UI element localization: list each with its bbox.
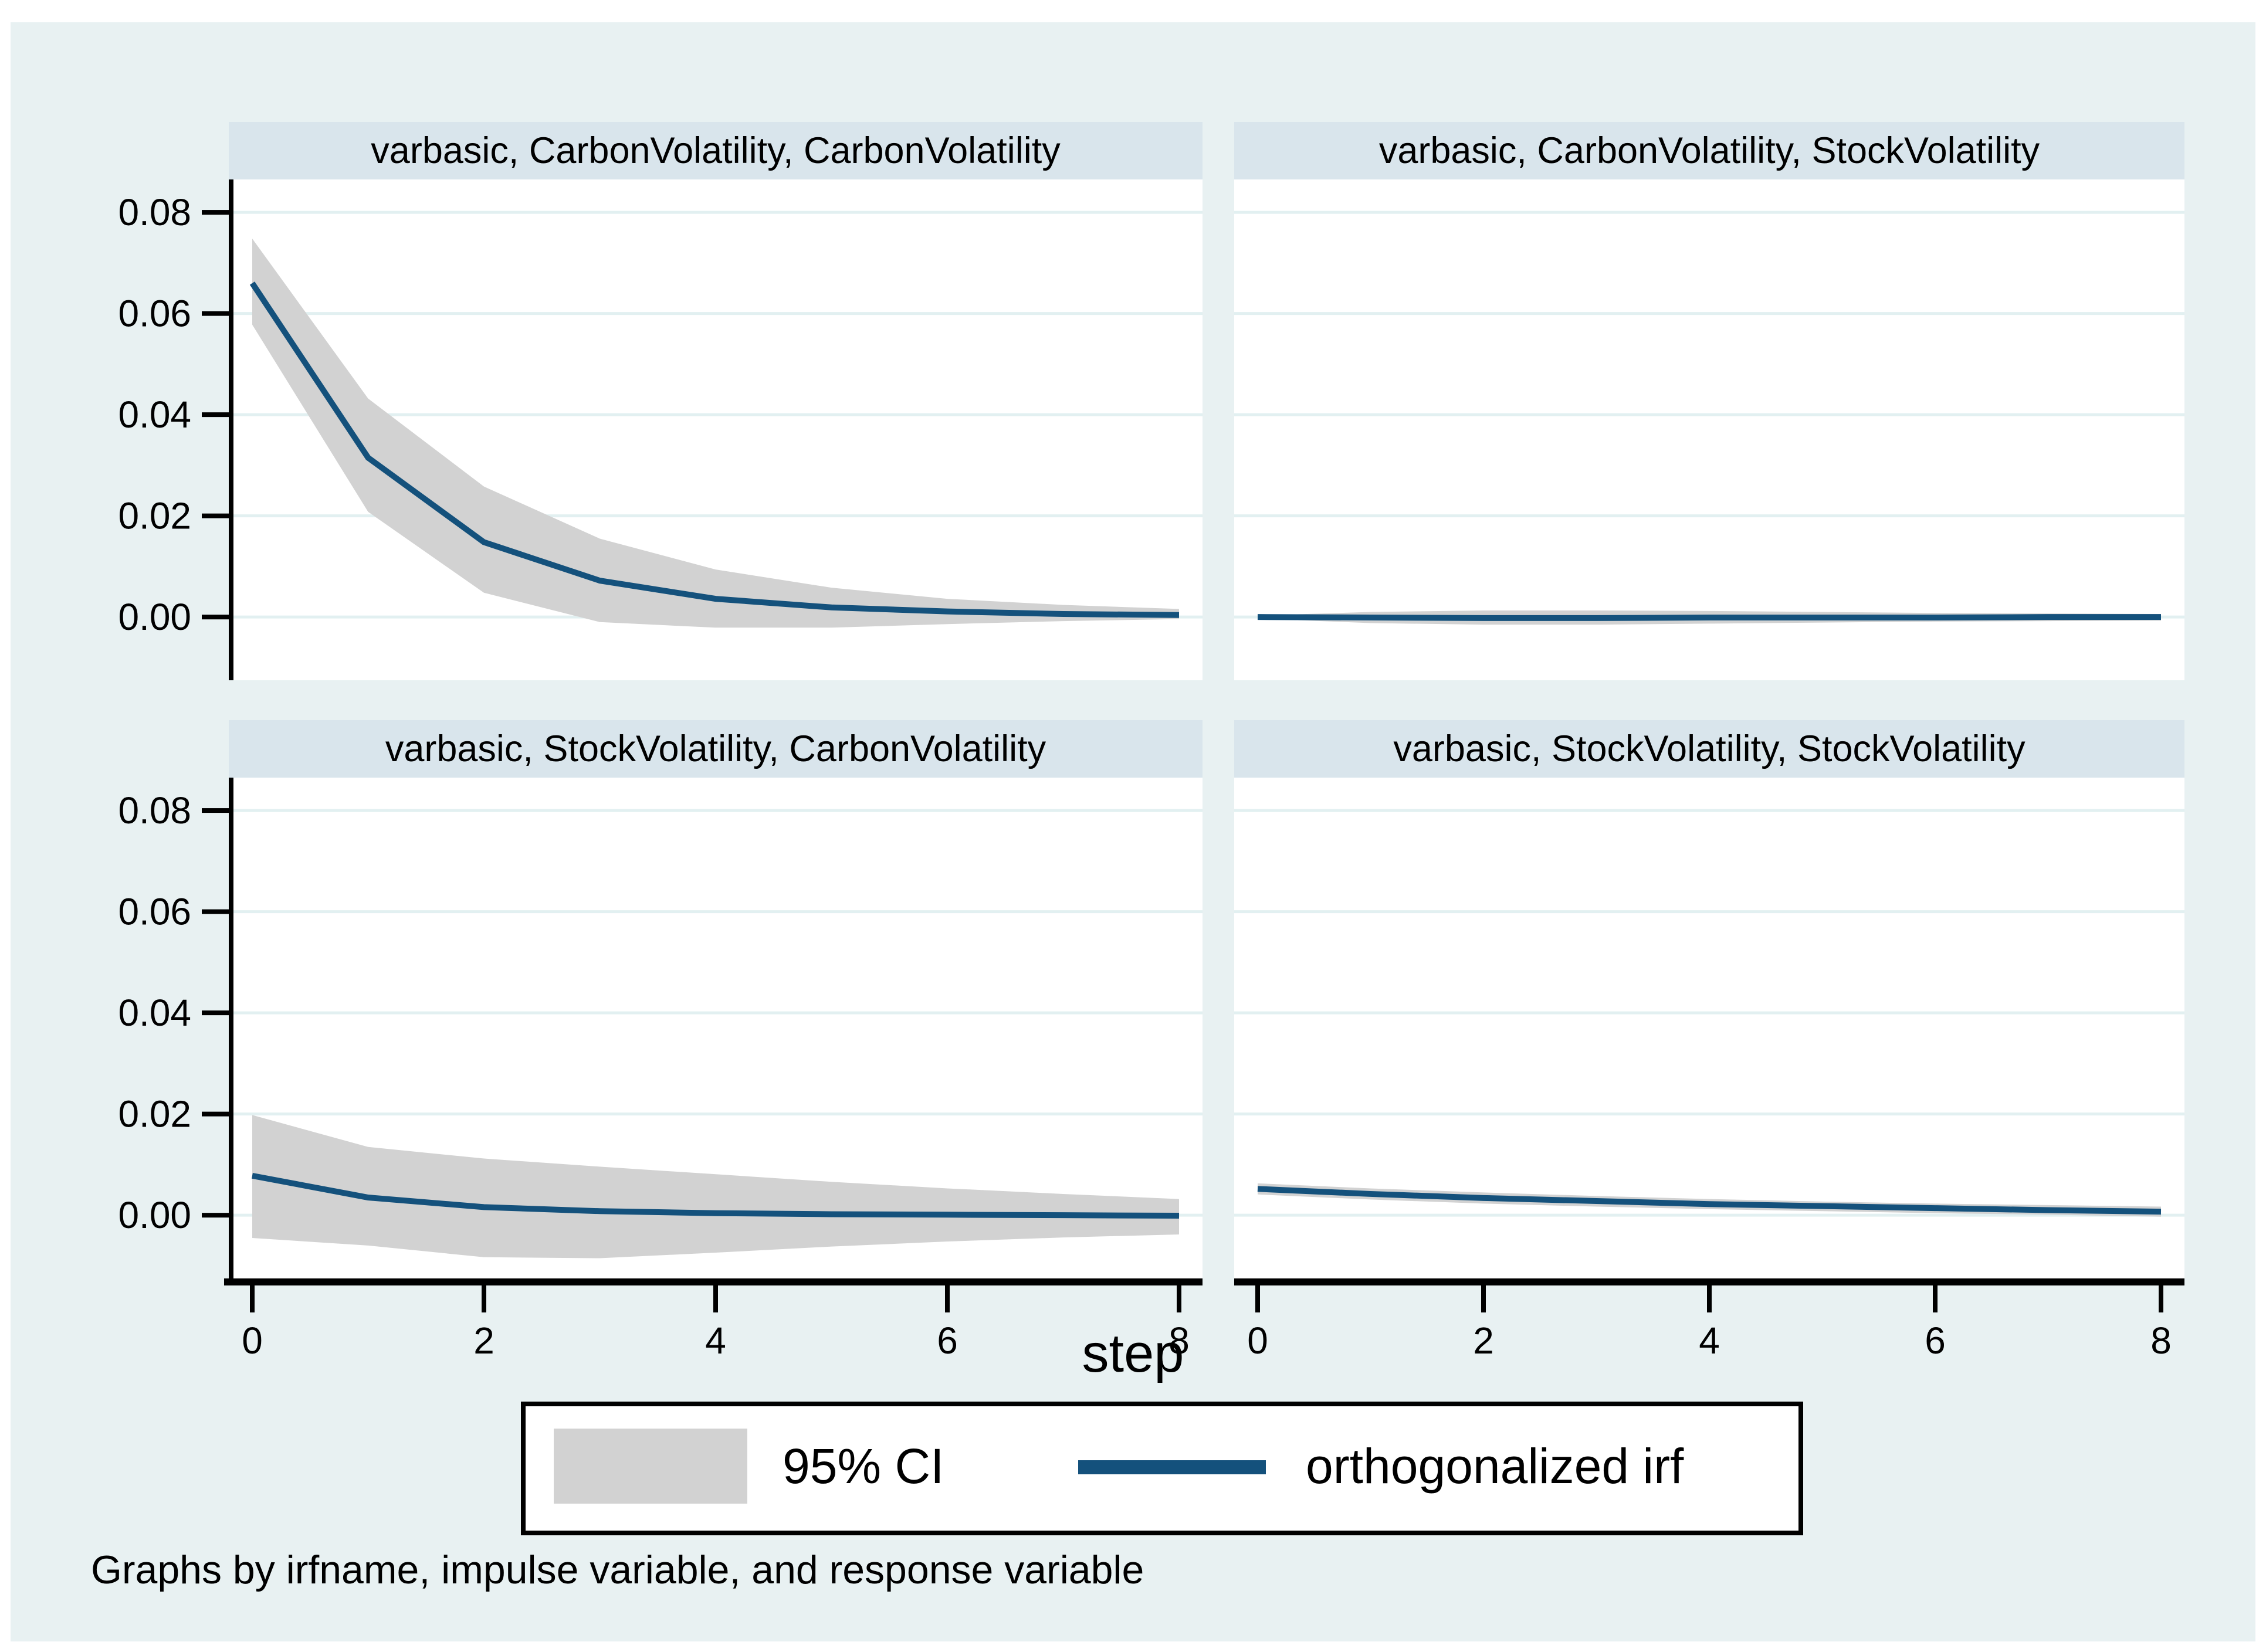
irf-line <box>1257 1186 2162 1215</box>
y-axis-tick <box>202 311 229 316</box>
irf-panel-stock-stock: 0 2 4 6 8 <box>1234 778 2184 1362</box>
x-axis-tick-label: 2 <box>1473 1319 1494 1362</box>
irf-line <box>1257 614 2161 621</box>
y-axis-tick <box>202 909 229 914</box>
x-axis-tick <box>482 1285 486 1312</box>
x-axis-tick <box>1481 1285 1486 1312</box>
x-axis-tick <box>945 1285 950 1312</box>
irf-line <box>252 1172 1180 1219</box>
panel-title-stock-stock: varbasic, StockVolatility, StockVolatili… <box>1234 720 2184 778</box>
x-axis-line <box>1234 1278 2184 1285</box>
irf-panel-carbon-carbon: 0.08 0.06 0.04 0.02 0.00 <box>118 179 1203 680</box>
irf-line-swatch <box>1078 1460 1266 1474</box>
irf-legend-label: orthogonalized irf <box>1306 1439 1684 1494</box>
x-axis-tick <box>1933 1285 1938 1312</box>
x-axis-tick-label: 0 <box>242 1319 263 1362</box>
x-axis-tick <box>1177 1285 1181 1312</box>
x-axis-tick <box>250 1285 255 1312</box>
panel-title-carbon-carbon: varbasic, CarbonVolatility, CarbonVolati… <box>229 122 1203 179</box>
x-axis-tick-label: 4 <box>1699 1319 1720 1362</box>
y-axis-tick-label: 0.02 <box>118 1093 191 1135</box>
x-axis-tick-label: 8 <box>1168 1319 1190 1362</box>
irf-panel-stock-carbon-svg: 0.08 0.06 0.04 0.02 0.00 0 2 4 6 8 <box>118 778 1203 1362</box>
irf-line <box>249 281 1180 618</box>
y-axis-tick <box>202 615 229 620</box>
y-axis-tick-label: 0.06 <box>118 293 191 335</box>
y-axis-tick-label: 0.00 <box>118 1194 191 1236</box>
x-axis-tick <box>1255 1285 1260 1312</box>
y-axis-tick-label: 0.04 <box>118 394 191 436</box>
irf-panel-stock-stock-svg: 0 2 4 6 8 <box>1234 809 2184 1362</box>
x-axis-line <box>224 1278 1203 1285</box>
y-axis-line <box>229 179 233 680</box>
x-axis-tick-label: 8 <box>2150 1319 2172 1362</box>
ci-band <box>252 238 1179 628</box>
ci-band <box>252 1115 1179 1258</box>
y-axis-tick-label: 0.04 <box>118 992 191 1034</box>
x-axis-tick-label: 0 <box>1247 1319 1268 1362</box>
ci-legend-label: 95% CI <box>783 1439 944 1494</box>
y-axis-tick <box>202 1111 229 1117</box>
y-axis-tick-label: 0.02 <box>118 495 191 537</box>
ci-band-swatch <box>554 1429 747 1504</box>
panel-title-carbon-stock: varbasic, CarbonVolatility, StockVolatil… <box>1234 122 2184 179</box>
x-axis-tick <box>1707 1285 1712 1312</box>
y-axis-tick-label: 0.08 <box>118 191 191 233</box>
y-axis-tick <box>202 1010 229 1016</box>
y-axis-tick <box>202 513 229 518</box>
x-axis-tick-label: 6 <box>1925 1319 1946 1362</box>
legend: 95% CI orthogonalized irf <box>521 1402 1803 1535</box>
irf-panel-stock-carbon: 0.08 0.06 0.04 0.02 0.00 0 2 4 6 8 <box>118 778 1203 1362</box>
x-axis-tick <box>713 1285 718 1312</box>
irf-panel-carbon-stock <box>1234 179 2184 680</box>
y-axis-tick <box>202 412 229 418</box>
y-axis-tick-label: 0.06 <box>118 891 191 933</box>
y-axis-tick <box>202 210 229 215</box>
x-axis-title: step <box>1082 1324 1184 1383</box>
x-axis-tick-label: 6 <box>937 1319 958 1362</box>
irf-panel-carbon-stock-svg <box>1234 211 2184 625</box>
y-axis-line <box>229 778 233 1278</box>
y-axis-tick-label: 0.00 <box>118 596 191 638</box>
y-axis-tick <box>202 808 229 813</box>
x-axis-tick-label: 4 <box>705 1319 726 1362</box>
y-axis-tick-label: 0.08 <box>118 789 191 832</box>
graph-figure: varbasic, CarbonVolatility, CarbonVolati… <box>11 22 2255 1641</box>
graphs-by-note: Graphs by irfname, impulse variable, and… <box>91 1548 1144 1592</box>
irf-panel-carbon-carbon-svg: 0.08 0.06 0.04 0.02 0.00 <box>118 179 1203 680</box>
x-axis-tick-label: 2 <box>473 1319 494 1362</box>
panel-title-stock-carbon: varbasic, StockVolatility, CarbonVolatil… <box>229 720 1203 778</box>
y-axis-tick <box>202 1213 229 1218</box>
x-axis-tick <box>2159 1285 2163 1312</box>
